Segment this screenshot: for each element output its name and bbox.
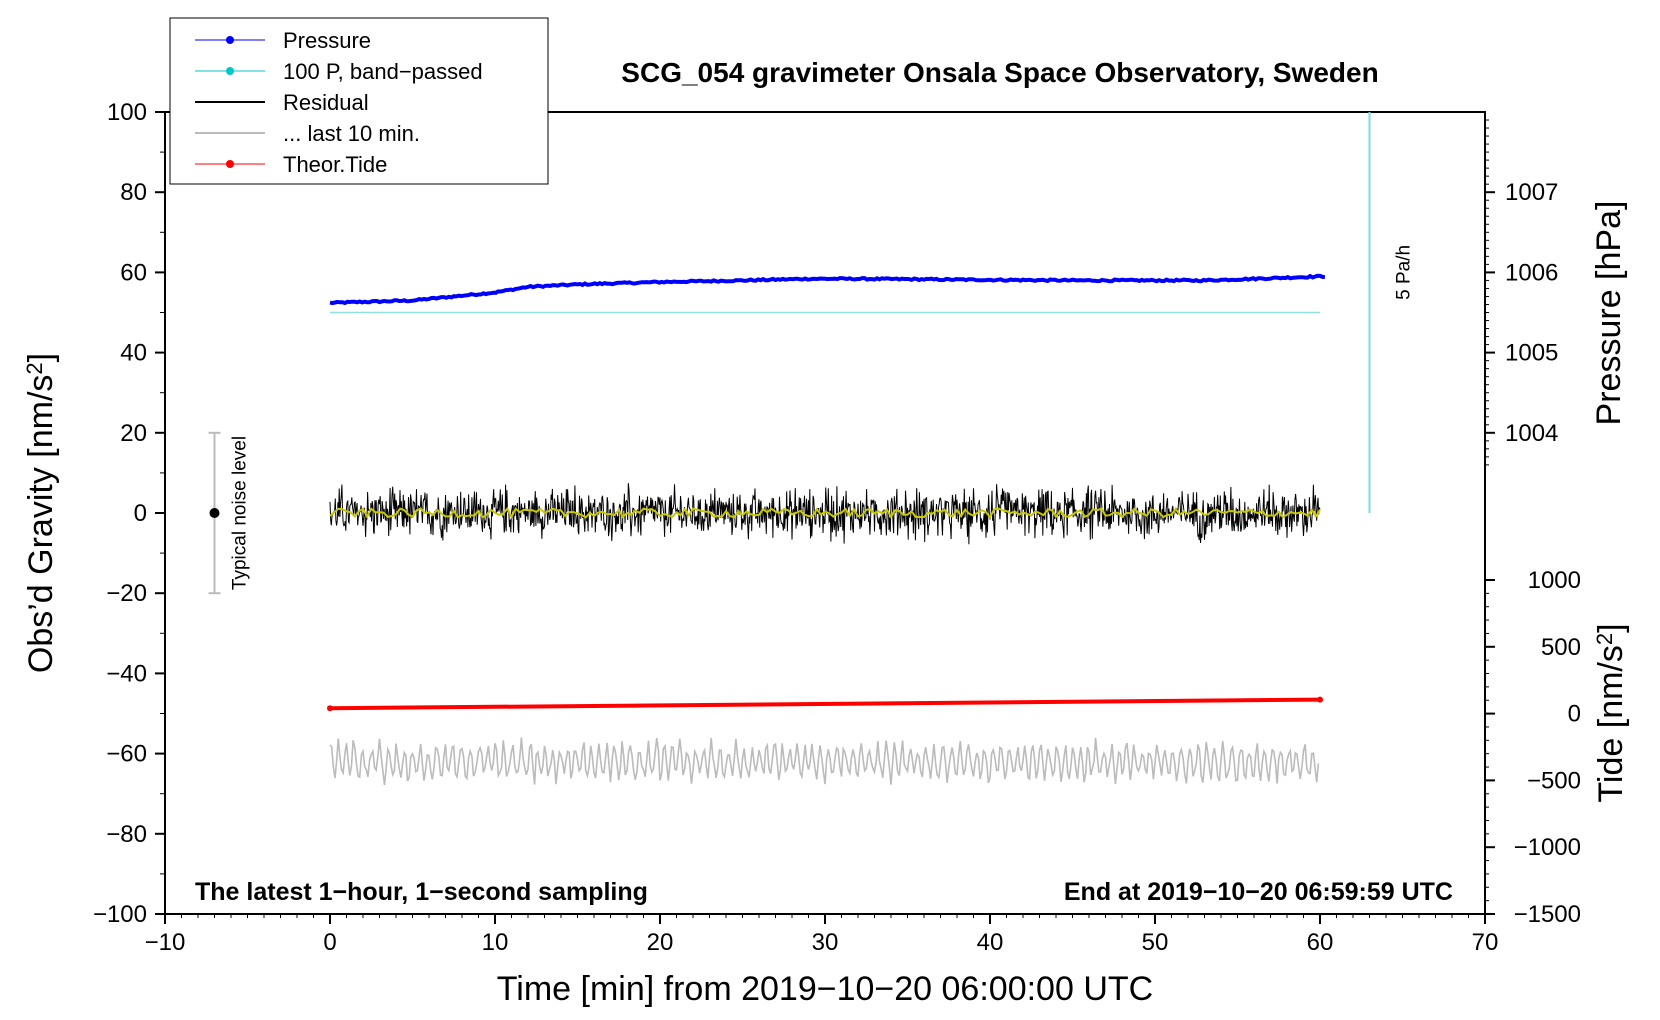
x-tick-label: 40 [977, 929, 1004, 956]
legend-marker [226, 36, 234, 44]
series-theoretical-tide-line [329, 697, 1321, 711]
x-tick-label: 10 [482, 929, 509, 956]
tide-tick-label: −1000 [1514, 834, 1581, 861]
tide-point [327, 705, 333, 712]
series-pressure-line [329, 273, 1326, 306]
pressure-tick-label: 1005 [1505, 340, 1558, 367]
x-tick-label: −10 [145, 929, 186, 956]
y-axis-title-pressure: Pressure [hPa] [1590, 201, 1628, 426]
pressure-rate-bar: 5 Pa/h [1368, 112, 1415, 513]
series-residual-smoothed-line [329, 506, 1321, 520]
x-tick-label: 0 [323, 929, 336, 956]
y-tick-label: 20 [120, 420, 147, 447]
y-tick-label: 40 [120, 340, 147, 367]
tide-tick-label: 0 [1568, 701, 1581, 728]
tide-tick-label: −500 [1527, 767, 1581, 794]
legend: Pressure 100 P, band−passed Residual ... la… [169, 17, 549, 185]
annotation-sampling: The latest 1−hour, 1−second sampling [195, 878, 648, 906]
rate-bar-label: 5 Pa/h [1394, 245, 1415, 300]
noise-bar-dot [209, 508, 220, 518]
tide-tick-label: 500 [1541, 634, 1581, 661]
pressure-tick-label: 1007 [1505, 179, 1558, 206]
y-axis-title-tide: Tide [nm/s2] [1592, 623, 1630, 802]
pressure-tick-label: 1006 [1505, 259, 1558, 286]
x-tick-label: 30 [812, 929, 839, 956]
y-tick-label: −60 [106, 741, 147, 768]
tide-tick-label: 1000 [1528, 567, 1581, 594]
chart-title: SCG_054 gravimeter Onsala Space Observat… [621, 57, 1378, 88]
axis-ticks: −10 0 10 20 30 40 50 60 70−100−80−60−40−20020406… [93, 99, 1581, 956]
noise-level-bar: Typical noise level [208, 431, 251, 595]
legend-marker [226, 67, 234, 75]
legend-label: Residual [283, 90, 369, 115]
y-tick-label: 80 [120, 179, 147, 206]
annotation-end-time: End at 2019−10−20 06:59:59 UTC [1064, 878, 1453, 906]
series-last-10-min-line [329, 737, 1320, 785]
y-tick-label: 0 [134, 500, 147, 527]
x-axis-title: Time [min] from 2019−10−20 06:00:00 UTC [497, 970, 1153, 1008]
legend-marker [226, 160, 234, 168]
tide-point [1317, 696, 1323, 703]
y-tick-label: −20 [106, 580, 147, 607]
series-residual-line [329, 483, 1321, 545]
y-tick-label: −100 [93, 901, 147, 928]
x-tick-label: 50 [1142, 929, 1169, 956]
y-axis-title-left: Obs’d Gravity [nm/s2] [22, 353, 60, 673]
x-tick-label: 60 [1307, 929, 1334, 956]
tide-tick-label: −1500 [1514, 901, 1581, 928]
y-tick-label: 60 [120, 259, 147, 286]
y-tick-label: −80 [106, 821, 147, 848]
pressure-tick-label: 1004 [1505, 420, 1558, 447]
series-layer [327, 273, 1326, 785]
x-tick-label: 70 [1472, 929, 1499, 956]
noise-bar-label: Typical noise level [230, 436, 251, 590]
y-tick-label: 100 [107, 99, 147, 126]
x-tick-label: 20 [647, 929, 674, 956]
y-tick-label: −40 [106, 660, 147, 687]
legend-label: ... last 10 min. [283, 121, 420, 146]
legend-label: Pressure [283, 28, 371, 53]
legend-label: 100 P, band−passed [283, 59, 483, 84]
legend-label: Theor.Tide [283, 152, 387, 177]
